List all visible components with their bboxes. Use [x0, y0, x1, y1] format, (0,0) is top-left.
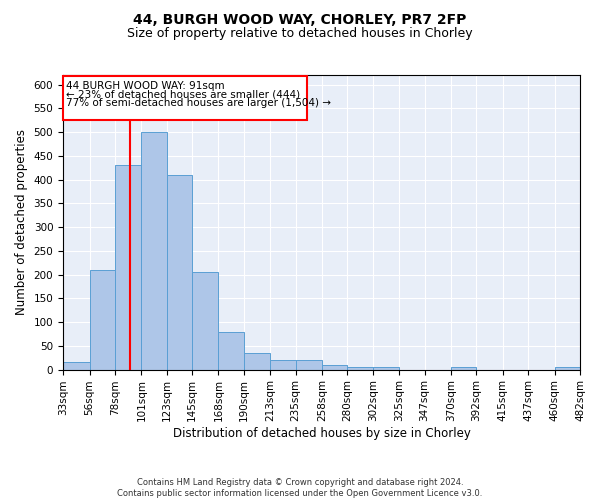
- Bar: [142, 132, 167, 370]
- Bar: [218, 332, 244, 370]
- Text: ← 23% of detached houses are smaller (444): ← 23% of detached houses are smaller (44…: [67, 90, 301, 100]
- Bar: [322, 365, 347, 370]
- Bar: [451, 367, 476, 370]
- Bar: [192, 272, 218, 370]
- Bar: [373, 367, 399, 370]
- FancyBboxPatch shape: [63, 76, 307, 120]
- Text: 44, BURGH WOOD WAY, CHORLEY, PR7 2FP: 44, BURGH WOOD WAY, CHORLEY, PR7 2FP: [133, 12, 467, 26]
- Text: Size of property relative to detached houses in Chorley: Size of property relative to detached ho…: [127, 28, 473, 40]
- Bar: [347, 367, 373, 370]
- Y-axis label: Number of detached properties: Number of detached properties: [15, 130, 28, 316]
- Text: Contains HM Land Registry data © Crown copyright and database right 2024.
Contai: Contains HM Land Registry data © Crown c…: [118, 478, 482, 498]
- Text: 44 BURGH WOOD WAY: 91sqm: 44 BURGH WOOD WAY: 91sqm: [67, 80, 225, 90]
- Bar: [115, 166, 142, 370]
- Bar: [270, 360, 296, 370]
- Bar: [554, 367, 580, 370]
- Text: 77% of semi-detached houses are larger (1,504) →: 77% of semi-detached houses are larger (…: [67, 98, 331, 108]
- Bar: [296, 360, 322, 370]
- Bar: [244, 353, 270, 370]
- X-axis label: Distribution of detached houses by size in Chorley: Distribution of detached houses by size …: [173, 427, 470, 440]
- Bar: [63, 362, 89, 370]
- Bar: [167, 175, 192, 370]
- Bar: [89, 270, 115, 370]
